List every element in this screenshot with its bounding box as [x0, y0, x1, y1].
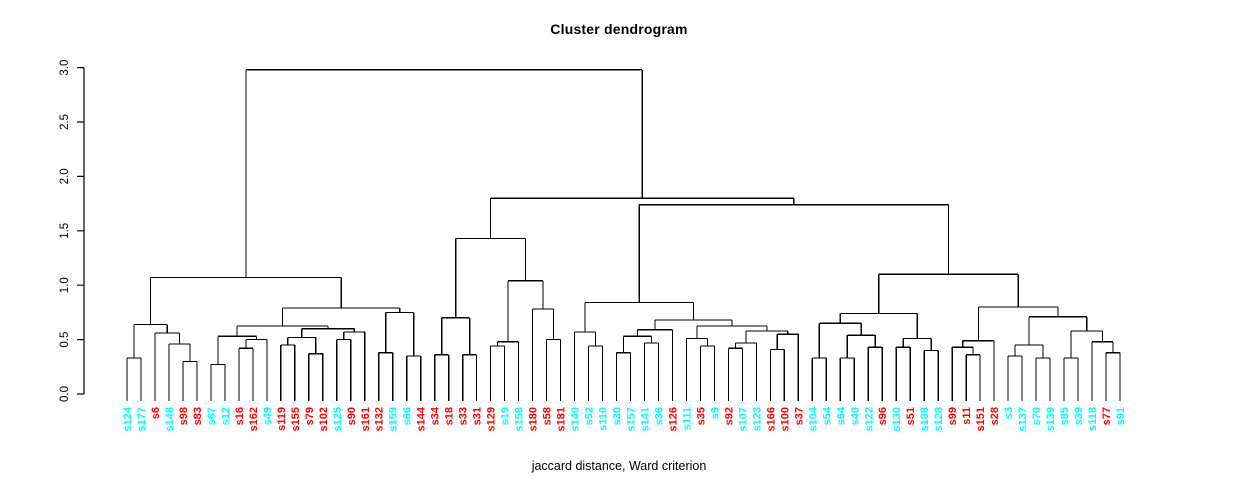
leaf-label: s125	[332, 407, 344, 431]
leaf-label: s158	[514, 407, 526, 431]
leaf-label: s37	[793, 407, 805, 425]
leaf-label: s151	[975, 407, 987, 431]
leaf-label: s132	[374, 407, 386, 431]
y-tick-label: 0.5	[59, 332, 71, 348]
leaf-label: s139	[1045, 407, 1057, 431]
leaf-label: s122	[863, 407, 875, 431]
leaf-labels: s124 s177 s6 s148 s98 s83 s67 s12 s16 s162 s49 s119…	[122, 406, 1127, 431]
leaf-label: s141	[640, 407, 652, 431]
leaf-label: s18	[444, 407, 456, 425]
y-axis	[77, 67, 85, 395]
leaf-label: s31	[472, 407, 484, 425]
leaf-label: s161	[360, 407, 372, 431]
leaf-label: s188	[919, 407, 931, 431]
leaf-label: s144	[416, 406, 428, 431]
leaf-label: s51	[905, 407, 917, 425]
leaf-label: s100	[779, 407, 791, 431]
leaf-label: s49	[262, 407, 274, 425]
leaf-label: s92	[723, 407, 735, 425]
leaf-label: s34	[430, 406, 442, 425]
y-tick-label: 1.5	[59, 223, 71, 239]
leaf-label: s162	[248, 407, 260, 431]
leaf-label: s39	[1073, 407, 1085, 425]
leaf-label: s110	[598, 407, 610, 431]
leaf-label: s35	[695, 407, 707, 425]
leaf-label: s90	[346, 407, 358, 425]
leaf-label: s85	[1059, 407, 1071, 425]
leaf-label: s6	[150, 407, 162, 419]
leaf-label: s126	[668, 407, 680, 431]
leaf-label: s98	[178, 407, 190, 425]
leaf-label: s19	[500, 407, 512, 425]
leaf-label: s148	[164, 407, 176, 431]
leaf-label: s155	[290, 407, 302, 431]
leaf-label: s166	[765, 407, 777, 431]
leaf-label: s159	[388, 407, 400, 431]
y-tick-label: 2.0	[59, 168, 71, 184]
leaf-label: s54	[821, 406, 833, 425]
leaf-label: s124	[122, 406, 134, 431]
leaf-label: s40	[849, 407, 861, 425]
leaf-label: s16	[234, 407, 246, 425]
leaf-label: s123	[751, 407, 763, 431]
y-tick-label: 2.5	[59, 114, 71, 130]
leaf-label: s28	[989, 407, 1001, 425]
leaf-label: s102	[318, 407, 330, 431]
leaf-label: s67	[206, 407, 218, 425]
leaf-label: s66	[402, 407, 414, 425]
leaf-label: s12	[220, 407, 232, 425]
leaf-label: s64	[835, 406, 847, 425]
leaf-label: s180	[528, 407, 540, 431]
leaf-label: s181	[556, 407, 568, 431]
leaf-label: s128	[933, 407, 945, 431]
leaf-label: s36	[654, 407, 666, 425]
leaf-label: s107	[737, 407, 749, 431]
leaf-label: s52	[584, 407, 596, 425]
leaf-label: s157	[626, 407, 638, 431]
leaf-label: s104	[807, 406, 819, 431]
leaf-label: s130	[891, 407, 903, 431]
leaf-label: s118	[1087, 407, 1099, 431]
y-tick-label: 3.0	[59, 60, 71, 76]
leaf-label: s11	[961, 407, 973, 425]
leaf-label: s70	[1031, 407, 1043, 425]
leaf-label: s79	[304, 407, 316, 425]
leaf-label: s137	[1017, 407, 1029, 431]
leaf-label: s58	[542, 407, 554, 425]
dendrogram-links	[126, 69, 1121, 401]
leaf-label: s30	[612, 407, 624, 425]
leaf-label: s3	[1003, 407, 1015, 419]
x-axis-label: jaccard distance, Ward criterion	[531, 459, 707, 473]
y-axis-tick-labels: 0.0 0.5 1.0 1.5 2.0 2.5 3.0	[59, 60, 71, 402]
leaf-label: s119	[276, 407, 288, 431]
leaf-label: s96	[877, 407, 889, 425]
chart-title: Cluster dendrogram	[550, 21, 688, 37]
leaf-label: s83	[192, 407, 204, 425]
leaf-label: s129	[486, 407, 498, 431]
leaf-label: s91	[1115, 407, 1127, 425]
leaf-label: s140	[570, 407, 582, 431]
y-tick-label: 1.0	[59, 277, 71, 293]
leaf-label: s77	[1101, 407, 1113, 425]
leaf-label: s111	[681, 407, 693, 430]
leaf-label: s9	[709, 407, 721, 419]
y-tick-label: 0.0	[59, 386, 71, 402]
leaf-label: s177	[136, 407, 148, 431]
leaf-label: s99	[947, 407, 959, 425]
leaf-label: s33	[458, 407, 470, 425]
